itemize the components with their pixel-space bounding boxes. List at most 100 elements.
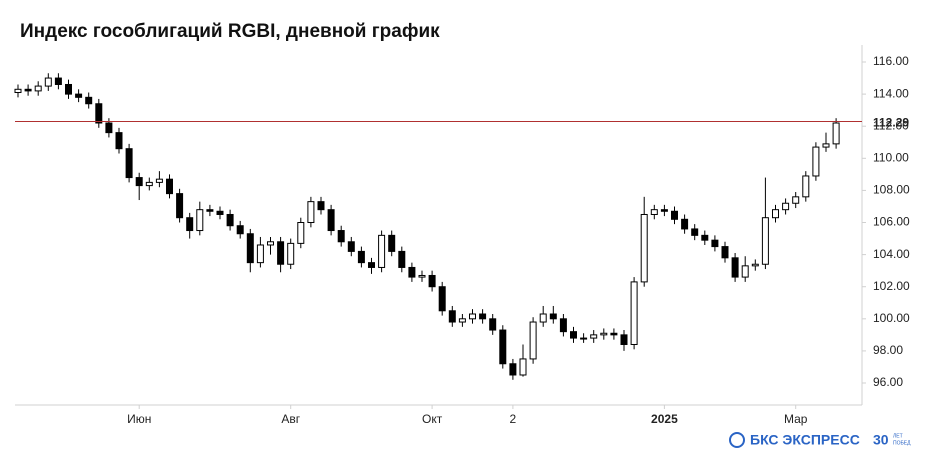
candle-body	[802, 175, 810, 198]
candle-body	[539, 313, 547, 323]
candle-body	[711, 239, 719, 248]
candle-body	[176, 193, 184, 219]
y-tick-label: 96.00	[873, 375, 903, 389]
candle-body	[44, 77, 52, 87]
candle-body	[368, 262, 375, 268]
y-tick-label: 104.00	[873, 247, 910, 261]
candle-body	[327, 209, 335, 232]
y-tick-label: 112.00	[873, 118, 909, 132]
candle-body	[317, 201, 325, 211]
candle-body	[155, 178, 163, 183]
brand-name: БКС ЭКСПРЕСС	[750, 432, 860, 448]
candle-body	[640, 213, 648, 283]
candle-body	[630, 281, 638, 345]
candle-body	[347, 241, 355, 252]
candle-body	[731, 257, 739, 278]
y-tick-label: 102.00	[873, 279, 910, 293]
x-tick-label: Окт	[422, 412, 443, 426]
candle-body	[216, 210, 224, 215]
candle-body	[469, 313, 476, 320]
y-tick-label: 116.00	[873, 54, 909, 68]
candle-body	[681, 218, 689, 230]
y-tick-label: 98.00	[873, 343, 903, 357]
candle-body	[549, 313, 557, 320]
candle-body	[489, 318, 497, 331]
candle-body	[226, 213, 234, 227]
candle-body	[267, 241, 274, 246]
candle-body	[206, 209, 214, 212]
candle-body	[812, 146, 820, 177]
candle-body	[741, 265, 749, 278]
candle-body	[620, 334, 628, 345]
candle-body	[721, 246, 729, 259]
chart-title: Индекс гособлигаций RGBI, дневной график	[20, 21, 440, 42]
candle-body	[428, 274, 436, 288]
candle-body	[832, 122, 840, 145]
brand-badge-text: ПОБЕД	[893, 440, 911, 446]
brand-icon	[729, 432, 745, 448]
candle-body	[145, 181, 153, 187]
candle-body	[499, 329, 507, 365]
candle-body	[34, 85, 42, 92]
candle-body	[277, 241, 285, 265]
candle-body	[448, 310, 456, 323]
reference-label: 112.29	[873, 116, 909, 130]
candle-body	[166, 178, 173, 195]
candle-body	[307, 201, 315, 224]
candle-body	[580, 337, 588, 340]
candle-body	[54, 77, 62, 85]
candle-body	[24, 88, 32, 92]
x-tick-label: 2	[510, 412, 517, 426]
candle-body	[287, 242, 295, 265]
candle-body	[691, 228, 699, 236]
candle-body	[650, 209, 658, 215]
candle-body	[186, 217, 194, 232]
candle-body	[479, 313, 487, 320]
y-tick-label: 114.00	[873, 86, 909, 100]
candle-body	[590, 334, 598, 339]
candle-body	[75, 93, 83, 98]
candle-body	[610, 332, 618, 336]
candle-body	[125, 148, 133, 179]
candle-body	[438, 286, 446, 312]
x-tick-label: Июн	[127, 412, 151, 426]
candle-body	[782, 202, 790, 211]
candle-body	[671, 210, 678, 220]
candle-body	[600, 332, 608, 336]
candle-body	[751, 263, 759, 267]
candle-body	[660, 209, 668, 212]
brand: БКС ЭКСПРЕСС 30 ЛЕТ ПОБЕД	[729, 432, 911, 448]
x-tick-label: 2025	[651, 412, 678, 426]
candle-body	[559, 318, 567, 333]
candle-body	[14, 88, 22, 94]
candle-body	[418, 274, 426, 278]
candle-body	[95, 103, 103, 124]
candle-body	[357, 250, 365, 264]
candle-body	[398, 250, 406, 268]
candle-body	[297, 222, 305, 244]
candle-body	[792, 196, 800, 204]
y-tick-label: 108.00	[873, 183, 910, 197]
candle-body	[135, 177, 143, 187]
candle-body	[458, 318, 466, 323]
candle-body	[388, 234, 396, 252]
candle-body	[378, 234, 386, 268]
candle-body	[822, 143, 830, 148]
x-tick-label: Мар	[784, 412, 808, 426]
candle-body	[772, 209, 779, 219]
candle-body	[509, 363, 517, 376]
candle-body	[256, 244, 264, 264]
candle-body	[519, 358, 527, 376]
candle-body	[337, 230, 345, 243]
candle-body	[85, 96, 93, 105]
candle-body	[570, 331, 577, 339]
candle-body	[701, 234, 709, 241]
x-tick-label: Авг	[281, 412, 300, 426]
candle-body	[105, 122, 113, 134]
candle-body	[761, 217, 769, 265]
y-tick-label: 106.00	[873, 215, 910, 229]
candle-body	[115, 132, 123, 150]
y-tick-label: 100.00	[873, 311, 910, 325]
candle-body	[236, 225, 244, 235]
